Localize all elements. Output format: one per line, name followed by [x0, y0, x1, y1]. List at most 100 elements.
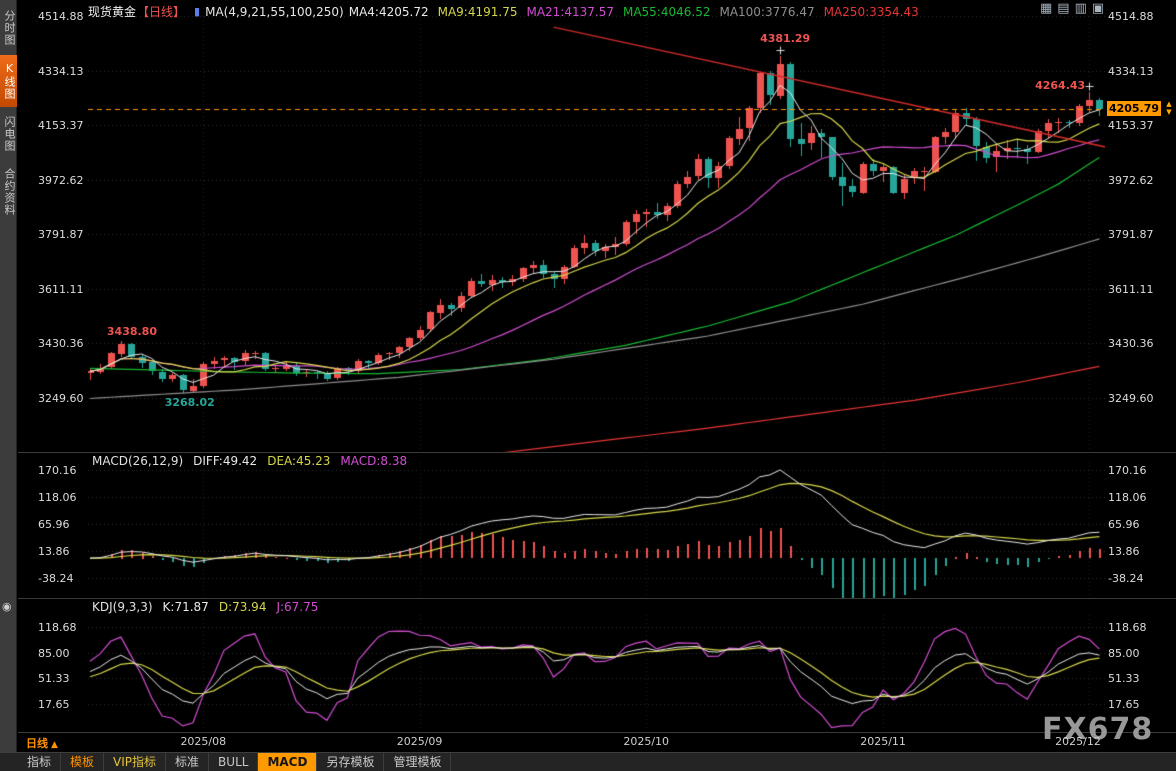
axis-tick-label: 3430.36 [1108, 337, 1154, 351]
symbol-name: 现货黄金 [88, 5, 137, 19]
time-axis: 日线 ▲ 2025/08 2025/09 2025/10 2025/11 2025… [0, 733, 1176, 751]
chart-header: 现货黄金 【日线】 ▮ MA(4,9,21,55,100,250) MA4:42… [88, 3, 919, 20]
ma250-value: MA250:3354.43 [823, 4, 919, 19]
axis-tick-label: 4514.88 [1108, 10, 1154, 23]
tab-macd[interactable]: MACD [258, 753, 318, 771]
axis-tick-label: 51.33 [1108, 672, 1140, 686]
axis-tick-label: 118.68 [1108, 621, 1147, 634]
sidebar-item-kline-chart[interactable]: K线图 [0, 55, 17, 107]
axis-tick-label: 118.06 [1108, 491, 1147, 504]
ma100-value: MA100:3776.47 [719, 4, 815, 19]
timeframe-chip-label: 日线 [26, 737, 48, 750]
month-label: 2025/09 [396, 735, 443, 748]
axis-tick-label: 65.96 [1108, 518, 1140, 531]
axis-tick-label: 3430.36 [38, 337, 84, 351]
ma-group-label: MA(4,9,21,55,100,250) [205, 4, 344, 19]
right-price-axis: 4514.88 4334.13 4153.37 3972.62 3791.87 3611.… [1108, 0, 1162, 752]
axis-tick-label: 85.00 [1108, 646, 1140, 660]
axis-tick-label: 4334.13 [1108, 64, 1154, 78]
axis-tick-label: 3791.87 [1108, 228, 1154, 242]
axis-tick-label: 13.86 [1108, 545, 1140, 558]
kdj-j-value: J:67.75 [276, 600, 319, 614]
low-price-annotation: 3268.02 [164, 396, 215, 410]
month-label: 2025/12 [1055, 735, 1101, 748]
month-label: 2025/11 [860, 735, 906, 748]
axis-tick-label: 65.96 [38, 518, 70, 531]
tab-indicators[interactable]: 指标 [18, 753, 62, 771]
panel-divider [18, 452, 1176, 453]
window-layout-controls: ▦ ▤ ▥ ▣ [1040, 2, 1104, 16]
sidebar-item-time-chart[interactable]: 分时图 [3, 10, 16, 46]
kdj-header: KDJ(9,3,3) K:71.87 D:73.94 J:67.75 [92, 600, 318, 614]
arrow-down-icon: ▼ [1166, 108, 1172, 117]
axis-tick-label: 13.86 [38, 545, 70, 558]
axis-tick-label: 4153.37 [1108, 119, 1154, 133]
macd-bar-value: MACD:8.38 [340, 454, 408, 468]
left-price-axis: 4514.88 4334.13 4153.37 3972.62 3791.87 3611.… [38, 0, 92, 752]
tab-bull[interactable]: BULL [209, 753, 259, 771]
axis-tick-label: 3611.11 [38, 282, 84, 296]
panel-divider [18, 732, 1176, 733]
sidebar-item-contract-info[interactable]: 合约资料 [3, 168, 16, 216]
axis-tick-label: 3791.87 [38, 228, 84, 242]
axis-tick-label: 170.16 [38, 464, 77, 477]
left-sidebar: 分时图 K线图 闪电图 合约资料 ◉ [0, 0, 17, 752]
layout-rows-icon[interactable]: ▤ [1057, 1, 1070, 16]
axis-tick-label: 4334.13 [38, 64, 84, 78]
fx678-watermark: FX678 [1042, 712, 1154, 747]
tab-standard[interactable]: 标准 [166, 753, 210, 771]
tab-vip-indicators[interactable]: VIP指标 [104, 753, 167, 771]
axis-tick-label: 17.65 [38, 698, 70, 711]
axis-tick-label: -38.24 [1108, 572, 1144, 585]
macd-diff-value: DIFF:49.42 [193, 454, 258, 468]
tab-save-template[interactable]: 另存模板 [317, 753, 385, 771]
ma4-value: MA4:4205.72 [348, 4, 429, 19]
arrow-up-icon: ▲ [1166, 100, 1172, 109]
ma-indicator-icon: ▮ [194, 5, 201, 18]
ma55-value: MA55:4046.52 [622, 4, 711, 19]
timeframe-tag[interactable]: 【日线】 [137, 5, 186, 19]
kdj-d-value: D:73.94 [218, 600, 267, 614]
axis-tick-label: 170.16 [1108, 464, 1147, 477]
axis-tick-label: 85.00 [38, 646, 70, 660]
macd-dea-value: DEA:45.23 [267, 454, 331, 468]
axis-tick-label: 3249.60 [1108, 391, 1154, 405]
tab-templates[interactable]: 模板 [61, 753, 105, 771]
sidebar-item-lightning-chart[interactable]: 闪电图 [3, 116, 16, 152]
axis-tick-label: 3611.11 [1108, 282, 1154, 296]
price-line-marker[interactable]: ▲ ▼ [1163, 100, 1175, 116]
recent-high-annotation: 4264.43 [1035, 78, 1086, 92]
axis-tick-label: 4153.37 [38, 119, 84, 133]
macd-params-label: MACD(26,12,9) [92, 454, 184, 468]
layout-columns-icon[interactable]: ▥ [1074, 1, 1087, 16]
axis-tick-label: 118.68 [38, 621, 77, 634]
axis-tick-label: 118.06 [38, 491, 77, 504]
kdj-k-value: K:71.87 [162, 600, 209, 614]
kdj-params-label: KDJ(9,3,3) [92, 600, 153, 614]
peak-price-annotation: 4381.29 [760, 32, 811, 46]
axis-tick-label: -38.24 [38, 572, 74, 585]
layout-grid-icon[interactable]: ▦ [1040, 1, 1053, 16]
axis-tick-label: 17.65 [1108, 698, 1140, 711]
month-label: 2025/10 [623, 735, 670, 748]
layout-single-icon[interactable]: ▣ [1091, 1, 1105, 16]
axis-tick-label: 51.33 [38, 672, 70, 686]
timeframe-chip[interactable]: 日线 ▲ [26, 735, 58, 751]
indicator-menu-icon[interactable]: ◉ [2, 600, 12, 613]
axis-tick-label: 3972.62 [1108, 173, 1154, 187]
tab-manage-templates[interactable]: 管理模板 [384, 753, 452, 771]
macd-header: MACD(26,12,9) DIFF:49.42 DEA:45.23 MACD:… [92, 454, 407, 468]
high-price-annotation: 3438.80 [106, 324, 157, 338]
month-label: 2025/08 [180, 735, 227, 748]
ma21-value: MA21:4137.57 [526, 4, 614, 19]
axis-tick-label: 3972.62 [38, 173, 84, 187]
bottom-toolbar: 指标 模板 VIP指标 标准 BULL MACD 另存模板 管理模板 [0, 752, 1176, 771]
ma9-value: MA9:4191.75 [437, 4, 518, 19]
axis-tick-label: 4514.88 [38, 10, 84, 23]
axis-tick-label: 3249.60 [38, 391, 84, 405]
chevron-up-icon: ▲ [51, 740, 58, 750]
panel-divider [18, 598, 1176, 599]
current-price-tag: 4205.79 [1107, 101, 1161, 117]
